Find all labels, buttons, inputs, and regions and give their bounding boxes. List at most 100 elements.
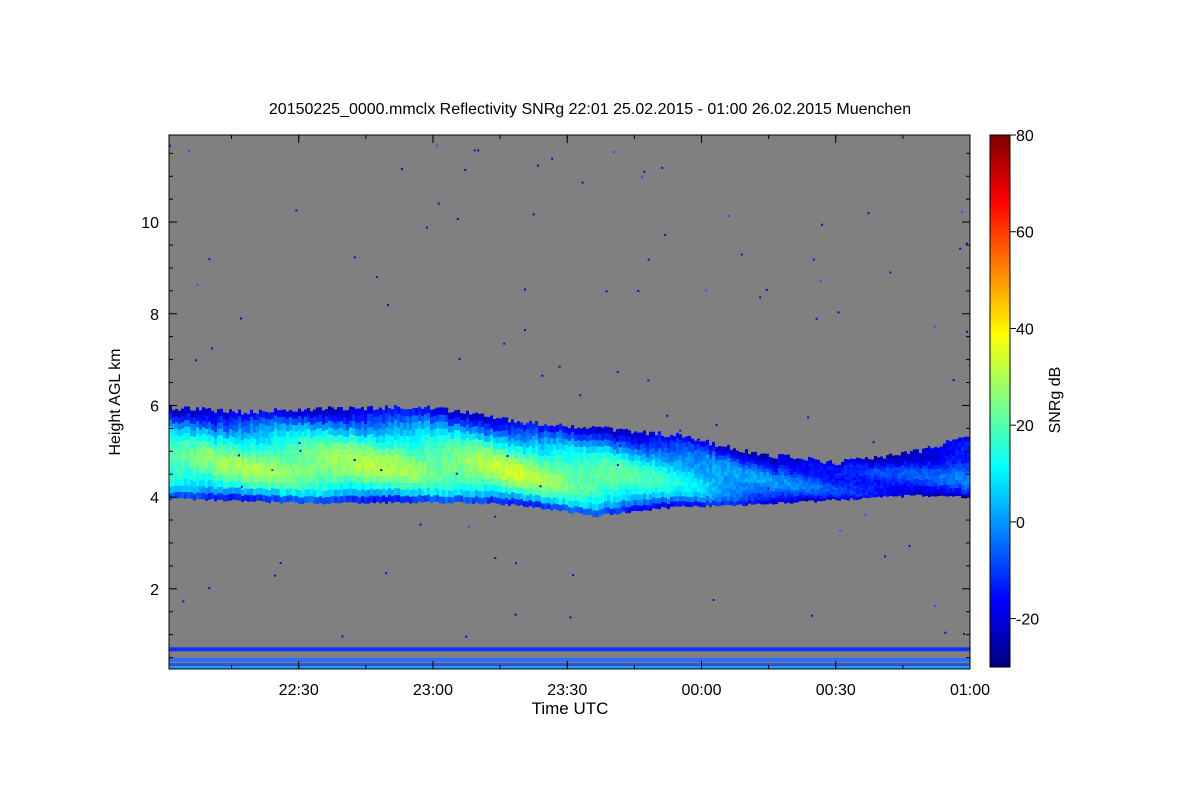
- cloud-cell: [613, 501, 616, 509]
- cloud-cell: [523, 483, 526, 490]
- cloud-column: [877, 457, 880, 497]
- cloud-cell: [184, 406, 187, 414]
- cloud-cell: [667, 452, 670, 459]
- cloud-cell: [376, 422, 379, 430]
- cloud-cell: [892, 458, 895, 462]
- cloud-cell: [421, 495, 424, 503]
- cloud-cell: [523, 448, 526, 455]
- cloud-column: [346, 410, 349, 503]
- cloud-cell: [673, 456, 676, 462]
- cloud-cell: [958, 458, 961, 463]
- cloud-cell: [319, 420, 322, 429]
- cloud-cell: [229, 486, 232, 494]
- cloud-cell: [892, 481, 895, 485]
- cloud-cell: [652, 448, 655, 455]
- cloud-cell: [595, 427, 598, 434]
- cloud-column: [847, 459, 850, 501]
- cloud-cell: [853, 479, 856, 483]
- cloud-cell: [364, 430, 367, 438]
- cloud-cell: [592, 445, 595, 453]
- cloud-column: [661, 435, 664, 508]
- cloud-cell: [481, 471, 484, 479]
- cloud-cell: [301, 477, 304, 485]
- cloud-cell: [445, 475, 448, 484]
- cloud-cell: [472, 426, 475, 434]
- cloud-cell: [799, 470, 802, 475]
- cloud-cell: [379, 421, 382, 429]
- cloud-cell: [391, 409, 394, 417]
- cloud-cell: [172, 435, 175, 443]
- cloud-cell: [403, 482, 406, 490]
- cloud-cell: [259, 474, 262, 482]
- cloud-cell: [406, 435, 409, 443]
- cloud-cell: [880, 473, 883, 478]
- cloud-cell: [517, 469, 520, 476]
- cloud-cell: [235, 450, 238, 457]
- cloud-cell: [817, 477, 820, 481]
- cloud-cell: [670, 450, 673, 456]
- cloud-cell: [292, 411, 295, 419]
- cloud-cell: [910, 454, 913, 458]
- cloud-cell: [778, 457, 781, 462]
- cloud-cell: [886, 460, 889, 465]
- cloud-cell: [772, 477, 775, 482]
- cloud-cell: [457, 449, 460, 457]
- cloud-cell: [193, 448, 196, 456]
- cloud-cell: [802, 462, 805, 466]
- cloud-cell: [757, 496, 760, 501]
- cloud-cell: [880, 485, 883, 489]
- cloud-cell: [193, 493, 196, 501]
- cloud-cell: [235, 425, 238, 433]
- cloud-cell: [319, 454, 322, 463]
- cloud-cell: [565, 474, 568, 481]
- cloud-cell: [295, 495, 298, 503]
- cloud-cell: [463, 477, 466, 485]
- cloud-cell: [790, 477, 793, 482]
- cloud-cell: [175, 440, 178, 448]
- cloud-cell: [829, 460, 832, 464]
- cloud-cell: [745, 469, 748, 474]
- cloud-cell: [862, 464, 865, 468]
- cloud-cell: [373, 443, 376, 451]
- cloud-cell: [646, 494, 649, 500]
- cloud-cell: [664, 492, 667, 498]
- cloud-cell: [883, 482, 886, 486]
- cloud-cell: [547, 478, 550, 486]
- cloud-cell: [439, 414, 442, 422]
- cloud-cell: [829, 465, 832, 470]
- cloud-cell: [598, 433, 601, 440]
- cloud-cell: [727, 457, 730, 463]
- cloud-cell: [556, 449, 559, 456]
- cloud-cell: [799, 494, 802, 499]
- cloud-cell: [403, 489, 406, 497]
- cloud-cell: [826, 469, 829, 473]
- cloud-cell: [427, 466, 430, 475]
- cloud-cell: [730, 500, 733, 506]
- cloud-column: [721, 446, 724, 506]
- cloud-cell: [355, 435, 358, 443]
- cloud-cell: [487, 478, 490, 486]
- cloud-cell: [457, 488, 460, 496]
- cloud-cell: [337, 427, 340, 436]
- cloud-cell: [697, 496, 700, 502]
- cloud-column: [559, 423, 562, 512]
- cloud-column: [724, 446, 727, 505]
- cloud-cell: [766, 471, 769, 476]
- cloud-cell: [916, 452, 919, 457]
- cloud-cell: [490, 458, 493, 466]
- cloud-cell: [340, 468, 343, 476]
- cloud-cell: [706, 500, 709, 506]
- cloud-cell: [274, 461, 277, 469]
- cloud-cell: [409, 409, 412, 417]
- cloud-cell: [931, 485, 934, 490]
- cloud-cell: [949, 445, 952, 450]
- cloud-cell: [256, 469, 259, 476]
- cloud-cell: [574, 458, 577, 465]
- noise-speck: [812, 258, 815, 261]
- cloud-cell: [562, 491, 565, 499]
- cloud-cell: [322, 497, 325, 505]
- cloud-cell: [172, 422, 175, 430]
- cloud-cell: [730, 461, 733, 466]
- cloud-cell: [808, 490, 811, 495]
- cloud-cell: [259, 455, 262, 463]
